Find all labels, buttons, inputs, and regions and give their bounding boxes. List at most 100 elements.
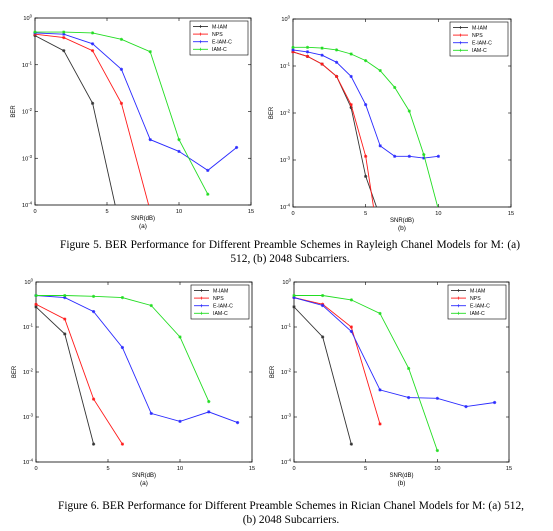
data-point-nps [63, 317, 67, 321]
legend-marker [459, 26, 462, 29]
legend-marker [457, 304, 460, 308]
y-tick-label: 10-4 [23, 458, 34, 467]
data-point-m-iam [92, 442, 96, 446]
y-tick-label: 10-1 [23, 323, 34, 332]
data-point-nps [91, 49, 95, 53]
figure-6-caption: Figure 6. BER Performance for Different … [58, 500, 524, 526]
series-line-iam-c [35, 31, 209, 195]
chart-panel-1: 0 5 10 15 10-4 10-3 10-2 10-1 100 SNR(dB) BER (a) M-… [11, 14, 254, 231]
data-point-iam-c [349, 52, 353, 56]
data-point-iam-c [178, 335, 182, 339]
data-point-nps [349, 325, 353, 329]
y-tick-label: 10-4 [280, 203, 291, 212]
data-point-nps [291, 50, 295, 54]
y-axis-label: BER [12, 365, 18, 378]
legend-label: IAM-C [472, 48, 487, 54]
data-point-iam-c [148, 50, 152, 54]
data-point-iam-c [378, 68, 382, 73]
series-line-m-iam [35, 35, 116, 205]
series-line-e-iam-c [35, 32, 237, 171]
legend-label: M-IAM [472, 25, 487, 31]
data-point-iam-c [149, 303, 153, 308]
x-tick-label: 10 [177, 466, 183, 472]
legend-marker [200, 289, 203, 292]
y-tick-label: 10-3 [280, 156, 291, 165]
y-axis-label: BER [11, 105, 17, 118]
panel-label: (b) [398, 225, 406, 232]
legend-label: M-IAM [213, 288, 228, 294]
data-point-iam-c [407, 366, 411, 371]
legend-marker [459, 48, 462, 52]
legend-marker [457, 296, 460, 300]
data-point-iam-c [320, 46, 324, 50]
legend-label: NPS [212, 32, 223, 38]
data-point-e-iam-c [378, 388, 382, 392]
chart-panel-3: 0 5 10 15 10-4 10-3 10-2 10-1 100 SNR(dB) BER (a) M-… [12, 278, 255, 488]
data-point-iam-c [321, 293, 325, 298]
legend-label: NPS [213, 296, 224, 302]
x-axis-label: SNR(dB) [389, 473, 413, 479]
legend-marker [199, 47, 202, 51]
x-tick-label: 5 [105, 209, 108, 215]
data-point-iam-c [120, 296, 124, 300]
data-point-e-iam-c [207, 410, 211, 414]
legend-label: E-IAM-C [470, 304, 490, 310]
data-point-m-iam [321, 335, 325, 339]
data-point-e-iam-c [435, 396, 439, 400]
data-point-iam-c [435, 448, 439, 453]
data-point-iam-c [291, 45, 295, 49]
data-point-nps [364, 154, 368, 158]
data-point-e-iam-c [236, 421, 240, 425]
data-point-m-iam [364, 174, 368, 178]
data-point-iam-c [393, 85, 397, 90]
data-point-m-iam [34, 305, 38, 309]
data-point-m-iam [349, 106, 353, 110]
data-point-m-iam [62, 49, 66, 53]
x-tick-label: 0 [291, 211, 294, 217]
panel-label: (a) [140, 480, 148, 487]
data-point-iam-c [34, 293, 38, 298]
legend-marker [200, 304, 203, 308]
legend-marker [457, 311, 460, 315]
legend-marker [459, 41, 462, 45]
data-point-m-iam [349, 442, 353, 446]
data-point-iam-c [292, 293, 296, 298]
data-point-iam-c [349, 298, 353, 302]
legend-label: NPS [470, 296, 481, 302]
data-point-e-iam-c [364, 103, 368, 107]
y-tick-label: 10-4 [281, 458, 292, 467]
x-tick-label: 15 [249, 466, 255, 472]
y-axis-label: BER [269, 106, 275, 119]
legend-label: E-IAM-C [472, 41, 492, 47]
data-point-nps [305, 54, 310, 59]
series-line-nps [294, 297, 381, 425]
y-tick-label: 10-1 [22, 60, 33, 69]
x-tick-label: 15 [506, 466, 512, 472]
data-point-e-iam-c [422, 156, 426, 160]
x-tick-label: 15 [508, 211, 514, 217]
data-point-iam-c [207, 399, 211, 404]
data-point-e-iam-c [178, 419, 182, 423]
data-point-iam-c [364, 59, 368, 63]
x-tick-label: 5 [106, 466, 109, 472]
series-line-e-iam-c [36, 295, 238, 424]
data-point-iam-c [335, 48, 339, 52]
x-tick-label: 0 [292, 466, 295, 472]
data-point-iam-c [62, 30, 66, 34]
y-axis-label: BER [270, 365, 276, 378]
y-tick-label: 100 [282, 278, 291, 287]
legend-label: IAM-C [470, 311, 485, 317]
data-point-iam-c [63, 293, 67, 298]
series-line-nps [293, 51, 374, 207]
data-point-iam-c [407, 109, 411, 113]
data-point-nps [378, 422, 382, 426]
figure-5-caption: Figure 5. BER Performance for Different … [60, 239, 520, 265]
data-point-iam-c [177, 138, 181, 142]
data-point-iam-c [119, 37, 123, 41]
data-point-e-iam-c [120, 345, 124, 350]
y-tick-label: 10-4 [22, 201, 33, 210]
data-point-e-iam-c [292, 296, 296, 300]
